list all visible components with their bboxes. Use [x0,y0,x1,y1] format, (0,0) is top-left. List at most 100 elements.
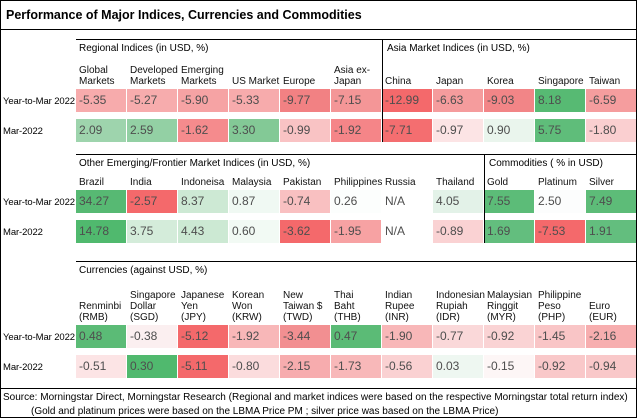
heatmap-cell: -0.89 [433,220,484,243]
column-header: US Market [232,76,280,87]
heatmap-cell: 0.03 [433,355,484,378]
column-header: Taiwan [589,76,621,87]
heatmap-cell: -6.63 [433,89,484,112]
column-header: Thailand [436,177,475,188]
column-header: Indoneisa [181,177,225,188]
heatmap-cell: -1.92 [229,325,280,348]
table-row: Year-to-Mar 2022 -5.35 -5.27 -5.90 -5.33 -9.7… [1,89,636,112]
heatmap-cell: -0.77 [433,325,484,348]
heatmap-cell: N/A [382,190,433,213]
source-note-line2: (Gold and platinum prices were based on … [31,406,499,417]
heatmap-cell: 8.18 [535,89,586,112]
column-header: Philippine Peso (PHP) [538,290,582,323]
source-notes: Source: Morningstar Direct, Morningstar … [1,388,636,417]
heatmap-cell: -3.62 [280,220,331,243]
table-row: Mar-2022 14.78 3.75 4.43 0.60 -3.62 -1.95 N/A -0… [1,220,636,243]
heatmap-cell: 0.30 [127,355,178,378]
heatmap-cell: 0.90 [484,119,535,142]
section-title-row: Regional Indices (in USD, %) Asia Market… [76,39,636,57]
column-header: Thai Baht (THB) [334,290,361,323]
column-header: Renminbi (RMB) [79,301,122,323]
heatmap-cell: -5.11 [178,355,229,378]
column-header: Emerging Markets [181,65,224,87]
section-title-row: Other Emerging/Frontier Market Indices (… [76,154,636,172]
row-label: Year-to-Mar 2022 [3,332,75,343]
column-header: Developed Markets [130,65,178,87]
table-row: Year-to-Mar 2022 0.48 -0.38 -5.12 -1.92 -3.44… [1,325,636,348]
column-header: Global Markets [79,65,115,87]
heatmap-cell: -2.16 [586,325,636,348]
column-header-row: Brazil India Indoneisa Malaysia Pakistan Phil… [1,172,636,190]
heatmap-cell: -6.59 [586,89,636,112]
heatmap-cell: -0.97 [433,119,484,142]
heatmap-cell: -7.71 [382,119,433,142]
heatmap-cell: 7.55 [484,190,535,213]
section-title: Regional Indices (in USD, %) [79,43,209,54]
column-header: Gold [487,177,509,188]
column-header: Malaysia [232,177,272,188]
section-title-row: Currencies (against USD, %) [76,261,636,279]
column-header: Brazil [79,177,105,188]
column-header: Korea [487,76,514,87]
heatmap-cell: 34.27 [76,190,127,213]
heatmap-cell: -1.45 [535,325,586,348]
column-header: Malaysian Ringgit (MYR) [487,290,533,323]
column-header: India [130,177,152,188]
heatmap-cell: -2.15 [280,355,331,378]
heatmap-cell: 1.91 [586,220,636,243]
heatmap-cell: -1.92 [331,119,382,142]
heatmap-cell: -3.44 [280,325,331,348]
column-header: Platinum [538,177,577,188]
section-emerging-frontier: Other Emerging/Frontier Market Indices (… [1,154,636,243]
column-header: Pakistan [283,177,322,188]
heatmap-cell: -0.56 [382,355,433,378]
heatmap-cell: -0.74 [280,190,331,213]
heatmap-cell: -5.33 [229,89,280,112]
heatmap-cell: -0.99 [280,119,331,142]
section-regional-indices: Regional Indices (in USD, %) Asia Market… [1,39,636,142]
heatmap-cell: 0.47 [331,325,382,348]
heatmap-cell: 8.37 [178,190,229,213]
heatmap-cell: -0.38 [127,325,178,348]
heatmap-cell: -5.12 [178,325,229,348]
heatmap-cell: -9.03 [484,89,535,112]
row-label: Year-to-Mar 2022 [3,197,75,208]
heatmap-cell: -0.15 [484,355,535,378]
column-header: Korean Won (KRW) [232,290,265,323]
column-header: Silver [589,177,615,188]
row-label: Year-to-Mar 2022 [3,96,75,107]
heatmap-cell: 2.09 [76,119,127,142]
column-header: Indian Rupee (INR) [385,290,415,323]
column-header: New Taiwan $ (TWD) [283,290,323,323]
table-row: Mar-2022 -0.51 0.30 -5.11 -0.80 -2.15 -1.73 -0.… [1,355,636,378]
heatmap-cell: N/A [382,220,433,243]
heatmap-cell: -0.94 [586,355,636,378]
column-header: Asia ex- Japan [334,65,371,87]
heatmap-cell: -5.27 [127,89,178,112]
section-subtitle: Commodities ( % in USD) [489,158,603,169]
heatmap-cell: 7.49 [586,190,636,213]
row-label: Mar-2022 [3,126,43,137]
column-header: Europe [283,76,316,87]
heatmap-cell: -0.80 [229,355,280,378]
heatmap-cell: -1.80 [586,119,636,142]
heatmap-cell: 3.30 [229,119,280,142]
heatmap-cell: 0.60 [229,220,280,243]
section-divider [484,154,485,243]
heatmap-cell: -1.90 [382,325,433,348]
source-note-line1: Source: Morningstar Direct, Morningstar … [3,392,628,403]
table-row: Year-to-Mar 2022 34.27 -2.57 8.37 0.87 -0.74 0… [1,190,636,213]
column-header: Russia [385,177,416,188]
heatmap-cell: -5.90 [178,89,229,112]
column-header: Singapore Dollar (SGD) [130,290,176,323]
section-title: Currencies (against USD, %) [79,265,208,276]
column-header: Japan [436,76,464,87]
heatmap-cell: 2.59 [127,119,178,142]
heatmap-cell: -1.73 [331,355,382,378]
heatmap-cell: -7.53 [535,220,586,243]
heatmap-cell: 4.05 [433,190,484,213]
heatmap-cell: 2.50 [535,190,586,213]
heatmap-cell: -0.92 [535,355,586,378]
heatmap-cell: 1.69 [484,220,535,243]
